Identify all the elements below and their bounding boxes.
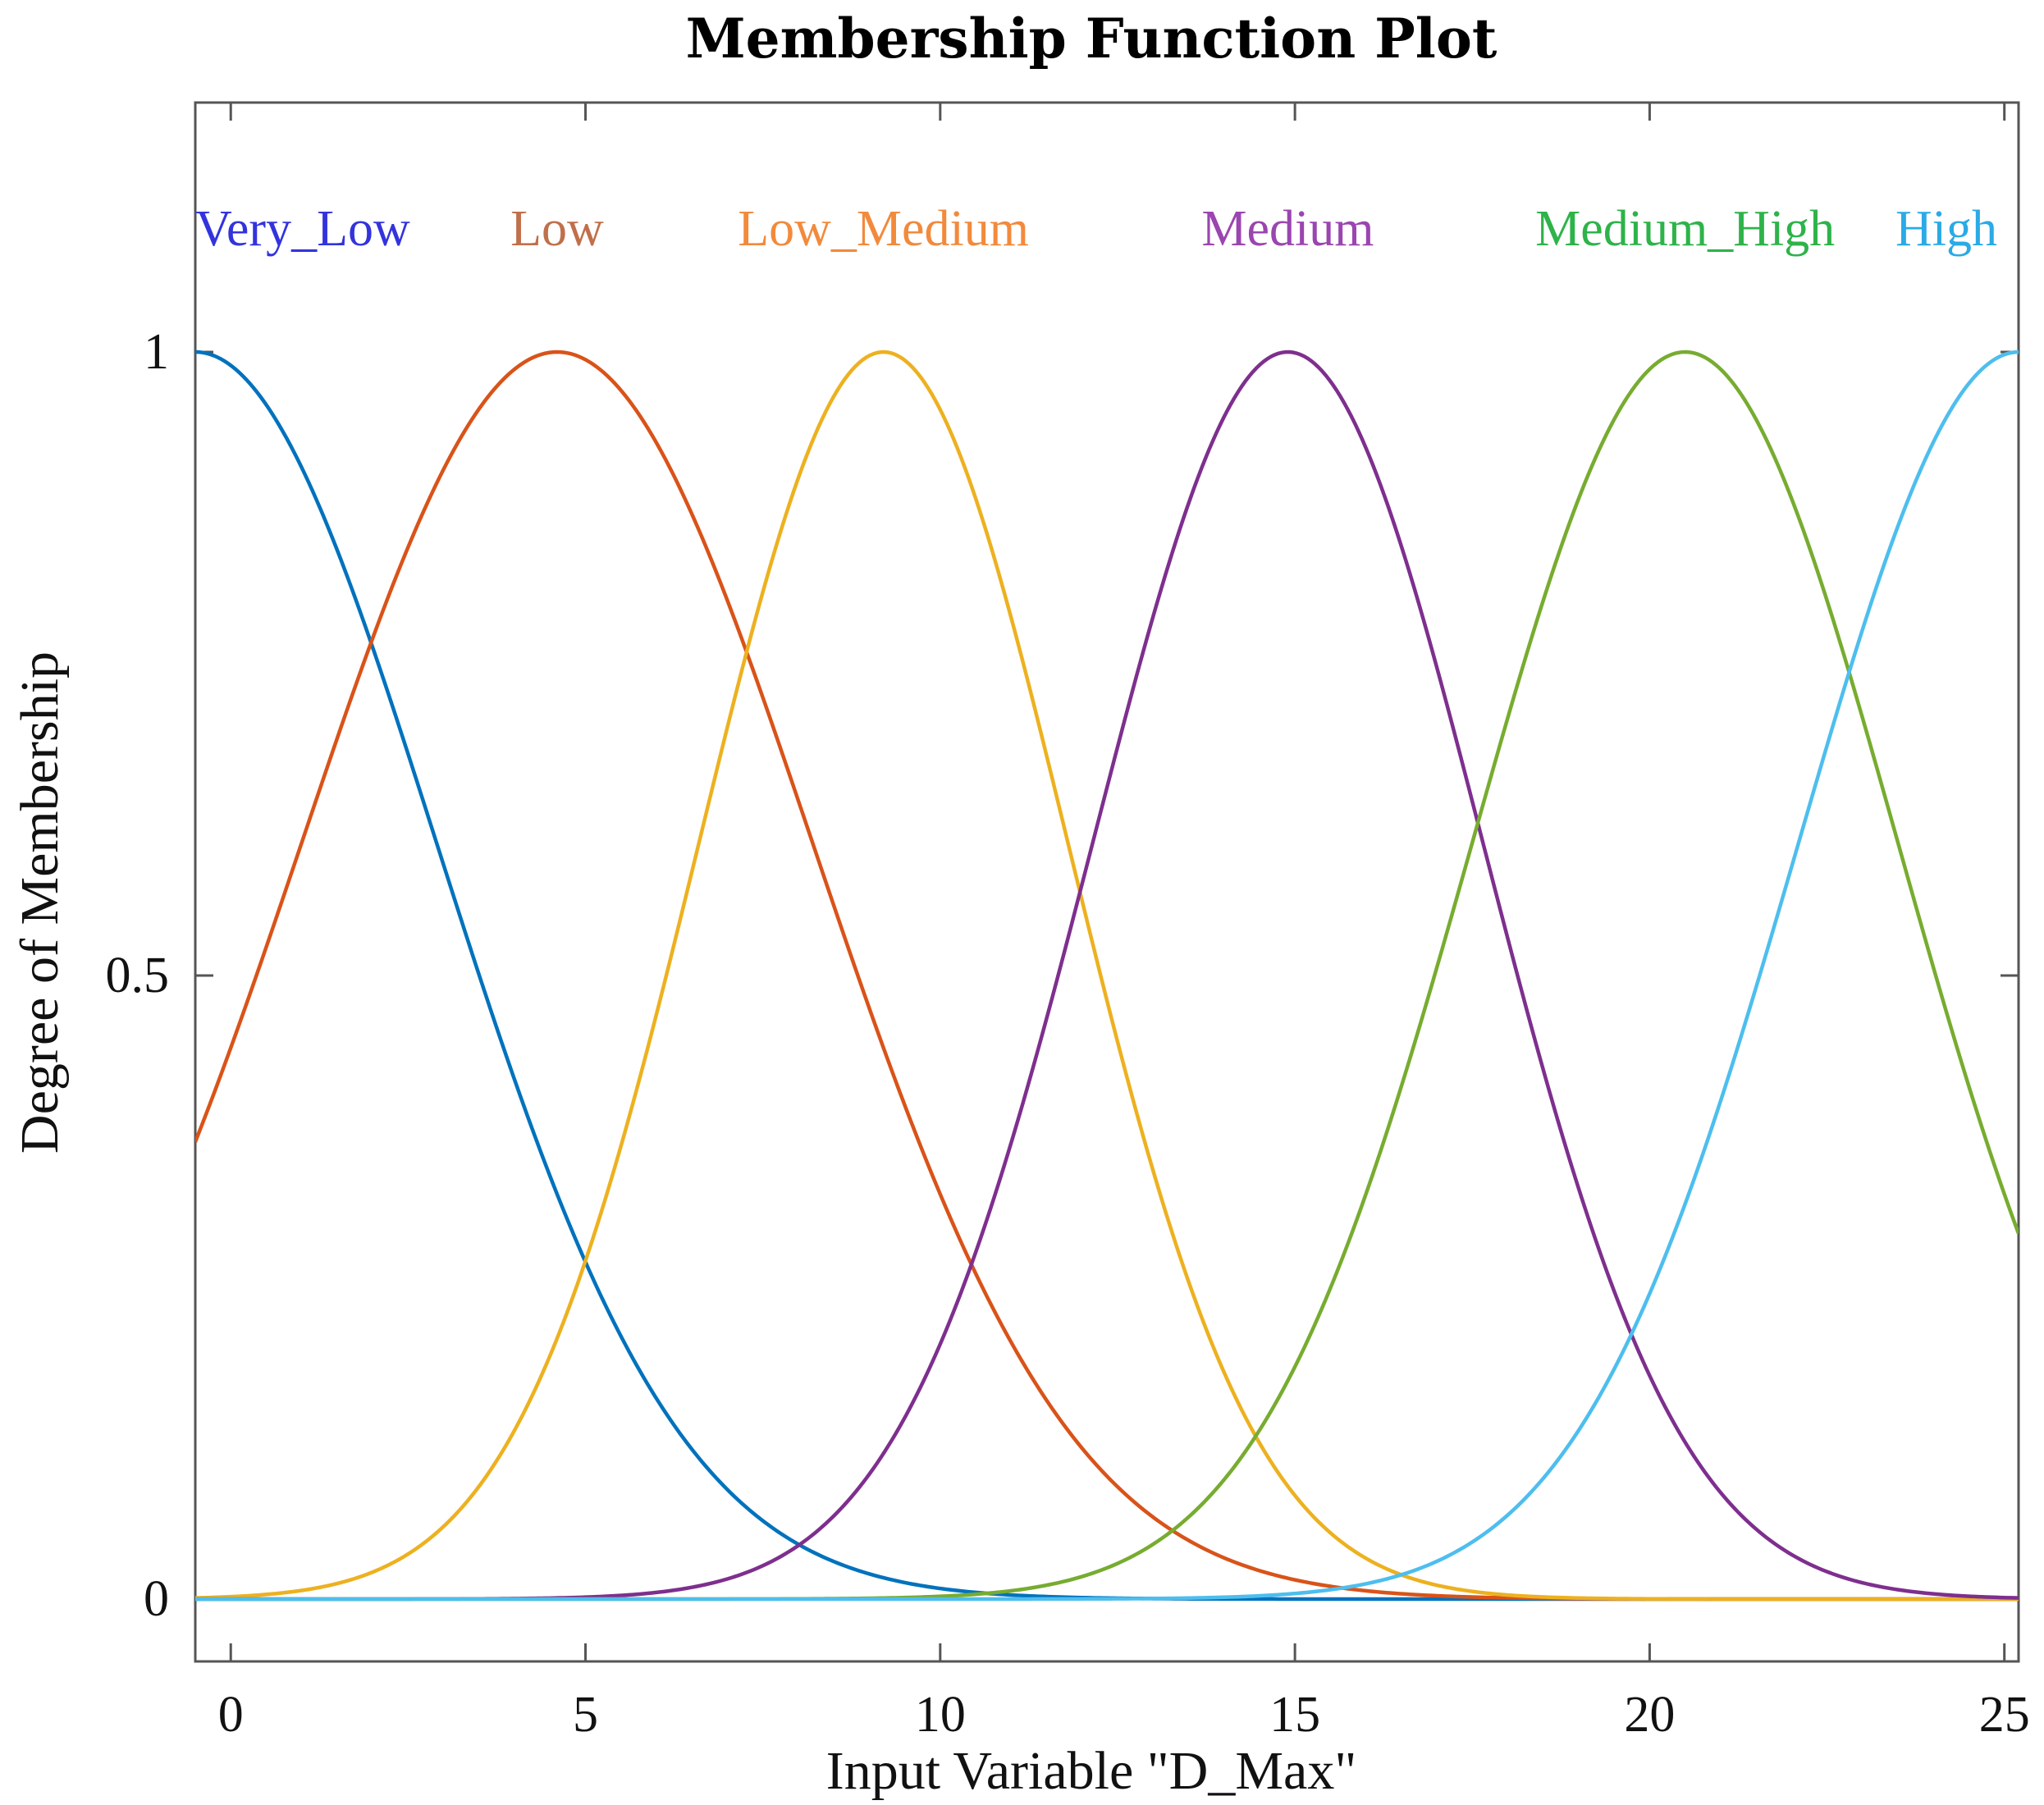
axis-ticks: 0 5 10 15 20 25 0 0.5 1 (106, 103, 2030, 1743)
curve-label-low-medium: Low_Medium (738, 201, 1029, 257)
x-tick-label-4: 20 (1624, 1687, 1675, 1743)
plot-area (194, 101, 2020, 1663)
x-tick-label-3: 15 (1269, 1687, 1320, 1743)
x-tick-label-1: 5 (573, 1687, 598, 1743)
curve-high (195, 350, 2019, 1602)
y-axis-label: Degree of Membership (10, 651, 70, 1154)
x-tick-label-2: 10 (915, 1687, 966, 1743)
chart-title: Membership Function Plot (686, 7, 1498, 71)
y-tick-label-2: 1 (144, 324, 169, 380)
curve-label-low: Low (510, 201, 604, 257)
membership-labels: Very_Low Low Low_Medium Medium Medium_High Hi… (195, 201, 1997, 257)
x-axis-label: Input Variable "D_Max" (826, 1741, 1357, 1801)
curve-label-very-low: Very_Low (195, 201, 410, 257)
x-tick-label-5: 25 (1979, 1687, 2030, 1743)
y-tick-label-1: 0.5 (106, 948, 170, 1003)
y-tick-label-0: 0 (144, 1571, 169, 1627)
x-tick-label-0: 0 (218, 1687, 244, 1743)
membership-curves (195, 350, 2019, 1602)
curve-label-high: High (1895, 201, 1997, 257)
curve-label-medium-high: Medium_High (1535, 201, 1835, 257)
curve-label-medium: Medium (1201, 201, 1374, 257)
curve-low-medium (195, 350, 2019, 1602)
